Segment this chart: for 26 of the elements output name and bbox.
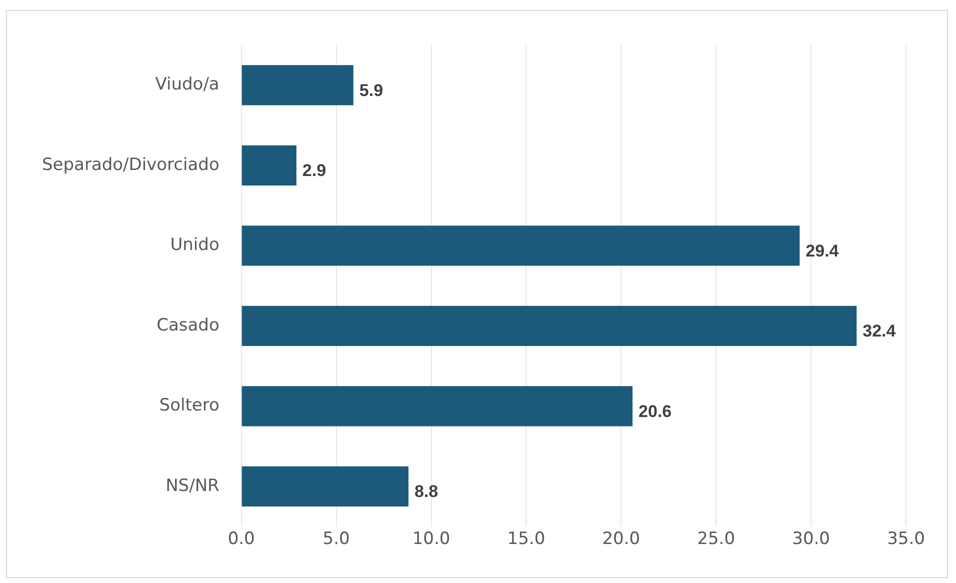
x-tick-label: 20.0 [602,529,640,550]
bar [242,226,800,266]
y-tick-label: NS/NR [166,476,220,496]
x-tick-label: 10.0 [412,529,450,550]
y-tick-label: Unido [170,235,220,256]
x-tick-label: 15.0 [507,529,546,550]
x-tick-label: 5.0 [322,529,350,550]
bar [242,386,633,426]
bar [242,306,857,346]
data-label: 20.6 [638,402,672,421]
x-tick-label: 30.0 [792,529,830,550]
data-label: 32.4 [862,322,896,341]
data-label: 8.8 [414,482,438,502]
data-label: 29.4 [806,241,840,260]
y-tick-label: Viudo/a [155,74,220,95]
data-label: 5.9 [359,80,384,100]
bar [242,65,354,106]
x-tick-label: 25.0 [697,529,736,550]
data-label: 2.9 [302,161,326,180]
bar [242,145,296,186]
y-tick-label: Separado/Divorciado [42,154,220,175]
y-tick-label: Soltero [159,396,220,416]
bar [242,466,408,507]
x-tick-label: 0.0 [228,529,255,550]
x-tick-label: 35.0 [887,529,925,550]
y-tick-label: Casado [156,315,220,336]
